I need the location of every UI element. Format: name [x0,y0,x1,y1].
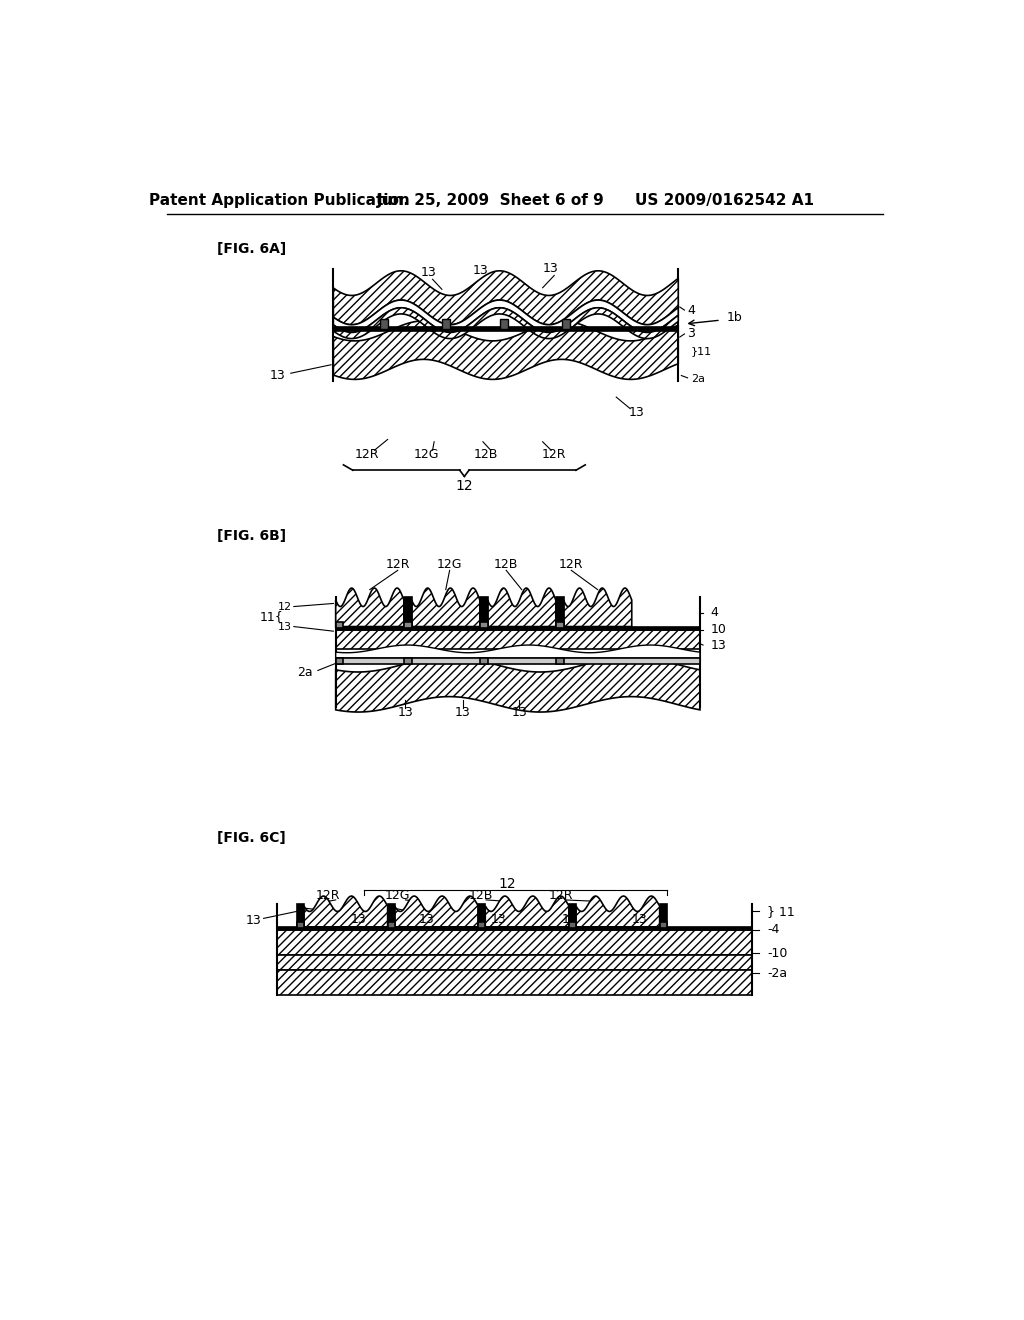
Bar [403,622,412,628]
Polygon shape [575,896,659,927]
Bar [556,622,563,628]
Text: -10: -10 [767,946,787,960]
Text: 12G: 12G [414,449,439,462]
Bar [380,319,388,329]
Bar [480,659,487,664]
Text: 12: 12 [279,602,292,611]
Text: 12R: 12R [315,888,340,902]
Text: 13: 13 [419,912,434,925]
Text: } 11: } 11 [767,906,795,917]
Text: 13: 13 [632,912,647,925]
Text: US 2009/0162542 A1: US 2009/0162542 A1 [635,193,814,209]
Text: 11{: 11{ [259,610,283,623]
Text: 4: 4 [687,304,695,317]
Text: 12R: 12R [559,558,584,572]
Text: 3: 3 [687,327,695,341]
Bar [276,929,752,954]
Text: [FIG. 6C]: [FIG. 6C] [217,830,286,845]
Polygon shape [336,589,403,627]
Bar [276,954,752,970]
Bar [297,923,304,928]
Bar [480,622,487,628]
Bar [478,904,485,927]
Bar [569,904,575,927]
Text: -4: -4 [767,924,779,936]
Text: 12: 12 [456,479,473,494]
Polygon shape [412,589,480,627]
Bar [403,597,412,627]
Text: 2a: 2a [297,667,312,680]
Text: 13: 13 [473,264,488,277]
Text: 10: 10 [711,623,727,636]
Text: 13: 13 [512,706,527,719]
Text: 13: 13 [351,912,367,925]
Text: 13: 13 [543,261,558,275]
Text: 12: 12 [499,876,516,891]
Text: 12G: 12G [385,888,411,902]
Polygon shape [487,589,556,627]
Bar [659,923,667,928]
Bar [403,659,412,664]
Polygon shape [336,645,700,659]
Bar [659,904,667,927]
Text: -2a: -2a [767,966,787,979]
Text: Patent Application Publication: Patent Application Publication [148,193,410,209]
Polygon shape [563,589,632,627]
Text: 2a: 2a [690,375,705,384]
Text: 12G: 12G [437,558,463,572]
Text: 13: 13 [490,912,506,925]
Bar [556,659,563,664]
Bar [480,597,487,627]
Polygon shape [394,896,478,927]
Text: 12R: 12R [354,449,379,462]
Text: 13: 13 [269,370,286,381]
Bar [276,970,752,995]
Text: 12B: 12B [494,558,518,572]
Text: 13: 13 [246,915,261,927]
Bar [336,622,343,628]
Text: 4: 4 [711,606,719,619]
Bar [500,319,508,329]
Text: 12R: 12R [548,888,572,902]
Text: 12R: 12R [385,558,410,572]
Bar [562,319,569,329]
Text: 1b: 1b [726,312,742,325]
Bar [442,319,450,329]
Polygon shape [485,896,569,927]
Text: [FIG. 6B]: [FIG. 6B] [217,529,287,543]
Bar [336,627,700,630]
Bar [336,630,700,649]
Polygon shape [334,321,678,379]
Polygon shape [336,656,700,711]
Text: 13: 13 [562,912,578,925]
Text: 13: 13 [711,639,727,652]
Text: }11: }11 [690,346,712,356]
Bar [297,904,304,927]
Polygon shape [334,308,678,338]
Bar [556,597,563,627]
Text: 12R: 12R [542,449,566,462]
Bar [336,659,343,664]
Bar [336,659,700,664]
Polygon shape [334,271,678,325]
Text: [FIG. 6A]: [FIG. 6A] [217,243,287,256]
Text: 13: 13 [455,706,471,719]
Bar [334,327,678,331]
Text: 13: 13 [279,622,292,631]
Text: 13: 13 [629,407,644,418]
Polygon shape [304,896,388,927]
Polygon shape [334,300,678,333]
Bar [569,923,575,928]
Bar [388,923,394,928]
Text: 12B: 12B [474,449,499,462]
Text: 12B: 12B [468,888,493,902]
Text: Jun. 25, 2009  Sheet 6 of 9: Jun. 25, 2009 Sheet 6 of 9 [377,193,604,209]
Bar [478,923,485,928]
Bar [276,927,752,929]
Text: 13: 13 [397,706,414,719]
Bar [388,904,394,927]
Text: 13: 13 [421,265,436,279]
